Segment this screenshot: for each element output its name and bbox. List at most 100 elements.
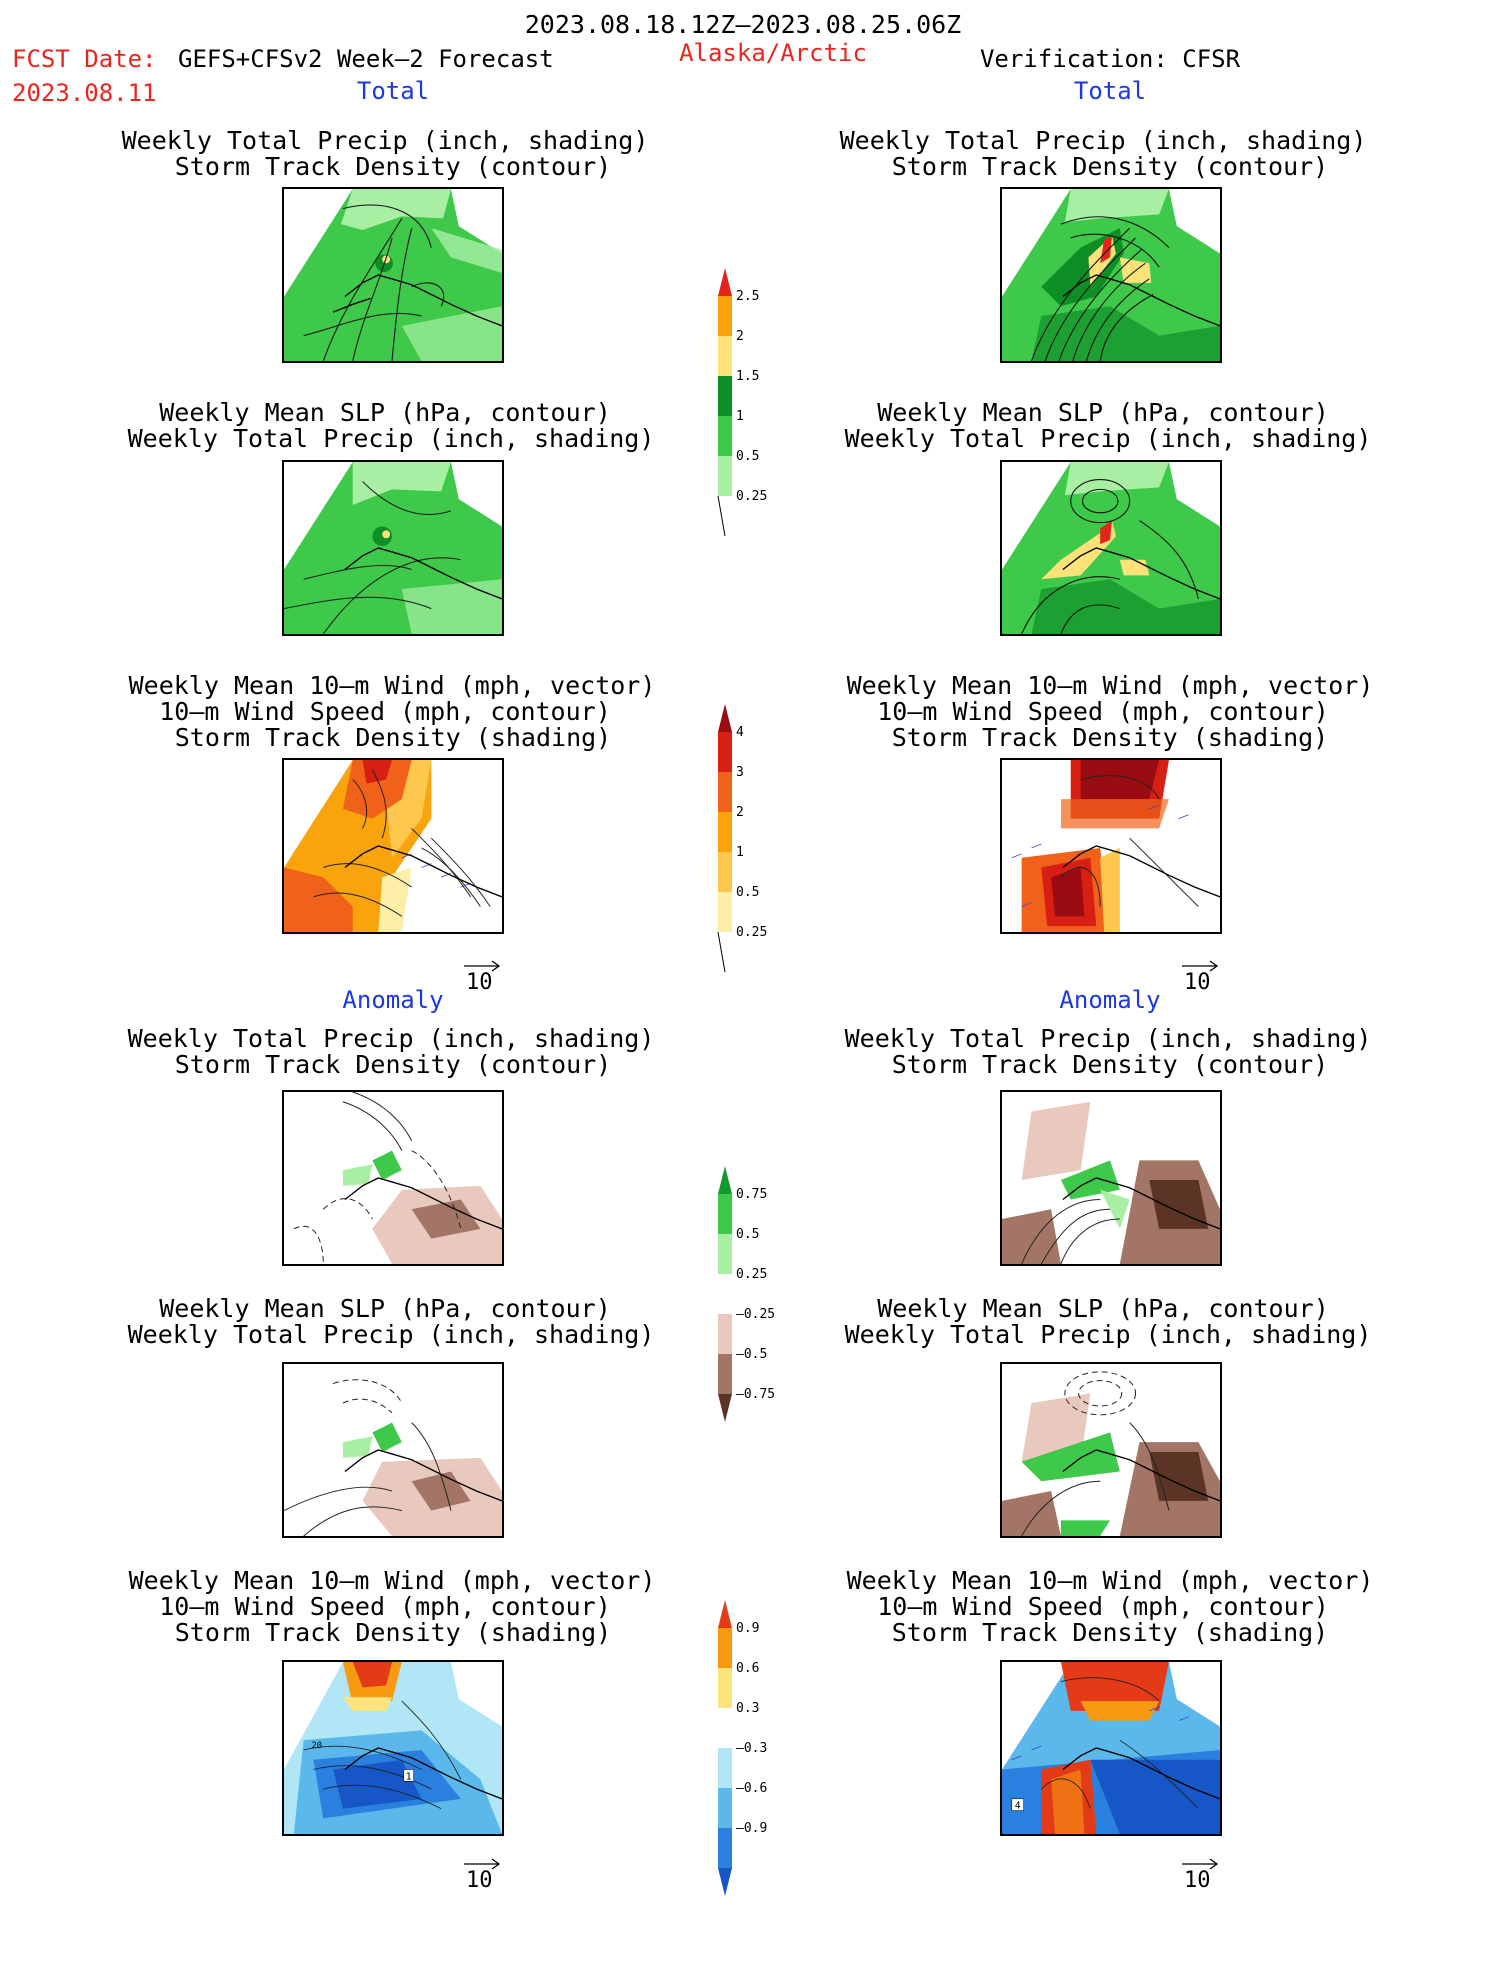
colorbar-tick-label: 2 (736, 329, 744, 344)
reference-vector-label: 10 (466, 1868, 493, 1893)
map-anomaly-slp-precip-verification (1000, 1362, 1222, 1538)
panel-title-line: Weekly Total Precip (inch, shading) (121, 126, 649, 155)
colorbar-segment (718, 336, 732, 376)
panel-title-line: Weekly Total Precip (inch, shading) (844, 1320, 1372, 1349)
colorbar-bottom-arrow (718, 1868, 732, 1896)
region-label: Alaska/Arctic (679, 39, 867, 67)
colorbar-segment (718, 1708, 732, 1748)
colorbar-tick-label: 0.6 (736, 1661, 759, 1676)
colorbar-tick-label: 0.25 (736, 925, 767, 940)
panel-title-line: Weekly Total Precip (inch, shading) (127, 1320, 655, 1349)
panel-title-line: Weekly Total Precip (inch, shading) (844, 424, 1372, 453)
contour-label: 20 (311, 1741, 322, 1751)
colorbar-tick-label: 2 (736, 805, 744, 820)
colorbar-tick-label: —0.5 (736, 1347, 767, 1362)
colorbar-tick-label: —0.3 (736, 1741, 767, 1756)
panel-title-line: 10—m Wind Speed (mph, contour) (159, 697, 611, 726)
panel-title-line: Storm Track Density (shading) (174, 723, 612, 752)
colorbar-top-arrow (718, 1600, 732, 1628)
colorbar-segment (718, 1748, 732, 1788)
colorbar-top-arrow (718, 704, 732, 732)
colorbar-segment (718, 1828, 732, 1868)
panel-title-line: Weekly Total Precip (inch, shading) (127, 1024, 655, 1053)
colorbar-tick-label: 4 (736, 725, 744, 740)
colorbar-segment (718, 1314, 732, 1354)
colorbar-tick-label: 1.5 (736, 369, 759, 384)
colorbar-segment (718, 1788, 732, 1828)
panel-title-line: 10—m Wind Speed (mph, contour) (877, 1592, 1329, 1621)
colorbar-segment (718, 732, 732, 772)
panel-title-line: Storm Track Density (shading) (891, 723, 1329, 752)
colorbar-tick-label: 0.25 (736, 489, 767, 504)
fcst-model: GEFS+CFSv2 Week—2 Forecast (178, 45, 554, 73)
reference-vector-label: 10 (1184, 1868, 1211, 1893)
panel-title-line: Storm Track Density (shading) (174, 1618, 612, 1647)
map-total-precip-storm-forecast (282, 187, 504, 363)
map-anomaly-wind-storm-verification: 4 (1000, 1660, 1222, 1836)
section-anomaly-right: Anomaly (1059, 986, 1161, 1014)
panel-title-line: Weekly Mean SLP (hPa, contour) (877, 1294, 1329, 1323)
panel-title-line: Weekly Mean 10—m Wind (mph, vector) (128, 1566, 656, 1595)
map-total-precip-storm-verification (1000, 187, 1222, 363)
colorbar-tick-label: 1 (736, 845, 744, 860)
colorbar-tick-label: 0.5 (736, 449, 759, 464)
fcst-date-label: FCST Date: (12, 45, 157, 73)
colorbar-tick-label: 0.5 (736, 885, 759, 900)
colorbar-segment (718, 296, 732, 336)
reference-vector (1180, 954, 1220, 979)
colorbar-tick-label: 0.3 (736, 1701, 759, 1716)
reference-vector-label: 10 (1184, 970, 1211, 995)
verification-label: Verification: CFSR (979, 45, 1241, 73)
reference-vector (462, 954, 502, 979)
section-total-right: Total (1073, 77, 1147, 105)
colorbar-top-arrow (718, 268, 732, 296)
colorbar-segment (718, 1354, 732, 1394)
colorbar-segment (718, 416, 732, 456)
contour-label: 1 (406, 1771, 412, 1782)
colorbar-bottom-line (717, 495, 726, 537)
map-anomaly-slp-precip-forecast (282, 1362, 504, 1538)
colorbar-anomaly-precip: 0.75 0.5 0.25 —0.25 —0.5 —0.75 (718, 1166, 798, 1502)
reference-vector (462, 1852, 502, 1877)
panel-title-line: 10—m Wind Speed (mph, contour) (877, 697, 1329, 726)
colorbar-tick-label: 0.75 (736, 1187, 767, 1202)
map-total-slp-precip-verification (1000, 460, 1222, 636)
colorbar-tick-label: —0.75 (736, 1387, 775, 1402)
colorbar-tick-label: —0.9 (736, 1821, 767, 1836)
panel-title-line: Weekly Mean 10—m Wind (mph, vector) (846, 1566, 1374, 1595)
colorbar-segment (718, 812, 732, 852)
colorbar-segment (718, 456, 732, 496)
colorbar-top-arrow (718, 1166, 732, 1194)
panel-title-line: Weekly Mean 10—m Wind (mph, vector) (128, 671, 656, 700)
fcst-date: 2023.08.11 (12, 79, 157, 107)
colorbar-total-precip: 2.5 2 1.5 1 0.5 0.25 (717, 268, 798, 576)
colorbar-segment (718, 772, 732, 812)
map-anomaly-wind-storm-forecast: 1 20 (282, 1660, 504, 1836)
panel-title-line: Weekly Mean 10—m Wind (mph, vector) (846, 671, 1374, 700)
colorbar-segment (718, 1234, 732, 1274)
panel-title-line: Storm Track Density (contour) (891, 1050, 1329, 1079)
colorbar-bottom-line (717, 931, 726, 973)
colorbar-tick-label: 2.5 (736, 289, 759, 304)
map-total-slp-precip-forecast (282, 460, 504, 636)
colorbar-tick-label: 1 (736, 409, 744, 424)
colorbar-anomaly-storm-density: 0.9 0.6 0.3 —0.3 —0.6 —0.9 (718, 1600, 798, 1976)
colorbar-segment (718, 1274, 732, 1314)
colorbar-segment (718, 892, 732, 932)
reference-vector (1180, 1852, 1220, 1877)
colorbar-segment (718, 1628, 732, 1668)
colorbar-tick-label: 0.5 (736, 1227, 759, 1242)
colorbar-segment (718, 1668, 732, 1708)
panel-title-line: Storm Track Density (shading) (891, 1618, 1329, 1647)
colorbar-bottom-arrow (718, 1394, 732, 1422)
panel-title-line: Weekly Mean SLP (hPa, contour) (159, 1294, 611, 1323)
panel-title-line: Storm Track Density (contour) (174, 1050, 612, 1079)
colorbar-tick-label: 3 (736, 765, 744, 780)
map-anomaly-precip-storm-forecast (282, 1090, 504, 1266)
panel-title-line: Weekly Total Precip (inch, shading) (127, 424, 655, 453)
panel-title-line: Weekly Mean SLP (hPa, contour) (877, 398, 1329, 427)
section-total-left: Total (356, 77, 430, 105)
contour-label: 4 (1015, 1801, 1021, 1812)
colorbar-tick-label: —0.25 (736, 1307, 775, 1322)
map-total-wind-storm-verification (1000, 758, 1222, 934)
